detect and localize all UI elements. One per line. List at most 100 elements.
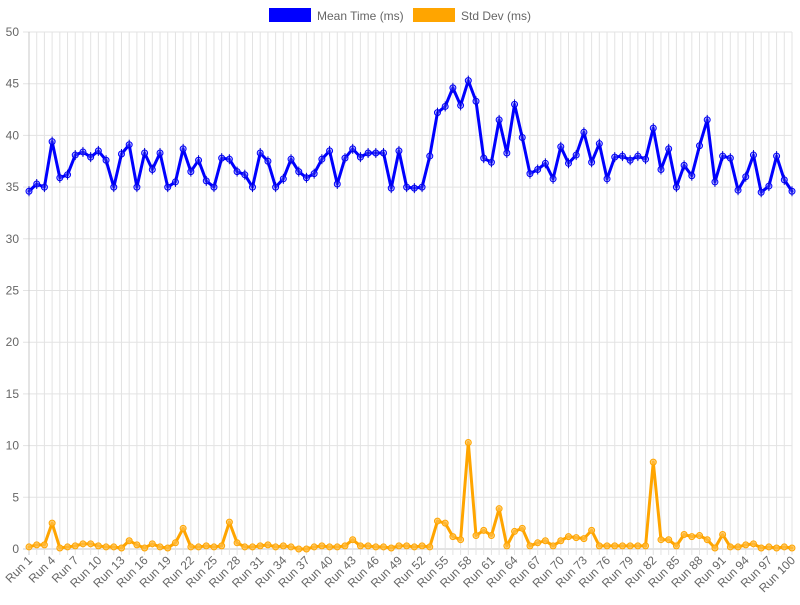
data-point[interactable]	[534, 539, 542, 547]
data-point[interactable]	[71, 542, 79, 550]
legend-item[interactable]: Mean Time (ms)	[269, 8, 404, 23]
data-point[interactable]	[588, 526, 596, 534]
data-point[interactable]	[457, 536, 465, 544]
data-point[interactable]	[480, 526, 488, 534]
data-point[interactable]	[634, 542, 642, 550]
data-point[interactable]	[688, 533, 696, 541]
data-point[interactable]	[218, 542, 226, 550]
data-point[interactable]	[94, 542, 102, 550]
data-point[interactable]	[364, 542, 372, 550]
data-point[interactable]	[148, 540, 156, 548]
data-point[interactable]	[64, 543, 72, 551]
data-point[interactable]	[657, 536, 665, 544]
data-point[interactable]	[503, 542, 511, 550]
data-point[interactable]	[580, 535, 588, 543]
data-point[interactable]	[141, 544, 149, 552]
data-point[interactable]	[726, 543, 734, 551]
data-point[interactable]	[611, 542, 619, 550]
data-point[interactable]	[256, 542, 264, 550]
data-point[interactable]	[33, 541, 41, 549]
data-point[interactable]	[464, 438, 472, 446]
data-point[interactable]	[25, 543, 33, 551]
data-point[interactable]	[441, 519, 449, 527]
data-point[interactable]	[734, 543, 742, 551]
data-point[interactable]	[225, 518, 233, 526]
data-point[interactable]	[356, 542, 364, 550]
data-point[interactable]	[210, 543, 218, 551]
data-point[interactable]	[418, 542, 426, 550]
data-point[interactable]	[472, 532, 480, 540]
data-point[interactable]	[595, 542, 603, 550]
data-point[interactable]	[487, 532, 495, 540]
data-point[interactable]	[241, 543, 249, 551]
data-point[interactable]	[264, 541, 272, 549]
data-point[interactable]	[195, 543, 203, 551]
data-point[interactable]	[233, 539, 241, 547]
data-point[interactable]	[626, 542, 634, 550]
data-point[interactable]	[387, 544, 395, 552]
data-point[interactable]	[719, 531, 727, 539]
data-point[interactable]	[40, 541, 48, 549]
data-point[interactable]	[318, 542, 326, 550]
data-point[interactable]	[117, 544, 125, 552]
data-point[interactable]	[249, 543, 257, 551]
data-point[interactable]	[449, 533, 457, 541]
data-point[interactable]	[680, 531, 688, 539]
data-point[interactable]	[341, 542, 349, 550]
data-point[interactable]	[703, 536, 711, 544]
data-point[interactable]	[164, 544, 172, 552]
data-point[interactable]	[742, 541, 750, 549]
data-point[interactable]	[87, 540, 95, 548]
data-point[interactable]	[48, 519, 56, 527]
data-point[interactable]	[187, 543, 195, 551]
data-point[interactable]	[202, 542, 210, 550]
data-point[interactable]	[564, 533, 572, 541]
data-point[interactable]	[572, 534, 580, 542]
data-point[interactable]	[711, 544, 719, 552]
data-point[interactable]	[603, 542, 611, 550]
data-point[interactable]	[295, 545, 303, 553]
data-point[interactable]	[773, 544, 781, 552]
data-point[interactable]	[326, 543, 334, 551]
data-point[interactable]	[672, 542, 680, 550]
data-point[interactable]	[526, 542, 534, 550]
legend[interactable]: Mean Time (ms) Std Dev (ms)	[269, 8, 531, 23]
data-point[interactable]	[333, 543, 341, 551]
data-point[interactable]	[649, 458, 657, 466]
data-point[interactable]	[765, 543, 773, 551]
data-point[interactable]	[110, 543, 118, 551]
data-point[interactable]	[380, 543, 388, 551]
data-point[interactable]	[541, 537, 549, 545]
data-point[interactable]	[788, 544, 796, 552]
data-point[interactable]	[349, 536, 357, 544]
data-point[interactable]	[696, 532, 704, 540]
data-point[interactable]	[403, 542, 411, 550]
data-point[interactable]	[410, 543, 418, 551]
data-point[interactable]	[302, 545, 310, 553]
data-point[interactable]	[780, 543, 788, 551]
data-point[interactable]	[557, 537, 565, 545]
data-point[interactable]	[279, 542, 287, 550]
data-point[interactable]	[179, 524, 187, 532]
data-point[interactable]	[426, 543, 434, 551]
data-point[interactable]	[171, 539, 179, 547]
legend-item[interactable]: Std Dev (ms)	[413, 8, 531, 23]
data-point[interactable]	[433, 517, 441, 525]
data-point[interactable]	[287, 543, 295, 551]
data-point[interactable]	[518, 524, 526, 532]
data-point[interactable]	[156, 543, 164, 551]
data-point[interactable]	[133, 541, 141, 549]
data-point[interactable]	[310, 543, 318, 551]
data-point[interactable]	[495, 505, 503, 513]
data-point[interactable]	[642, 542, 650, 550]
data-point[interactable]	[372, 543, 380, 551]
data-point[interactable]	[665, 536, 673, 544]
data-point[interactable]	[511, 527, 519, 535]
data-point[interactable]	[395, 542, 403, 550]
data-point[interactable]	[618, 542, 626, 550]
data-point[interactable]	[125, 537, 133, 545]
data-point[interactable]	[757, 544, 765, 552]
data-point[interactable]	[272, 543, 280, 551]
data-point[interactable]	[79, 540, 87, 548]
data-point[interactable]	[102, 543, 110, 551]
